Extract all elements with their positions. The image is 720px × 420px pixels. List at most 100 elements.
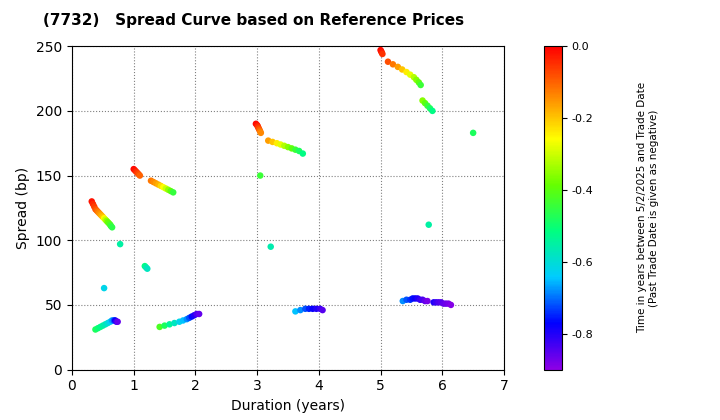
Point [423, 221, 434, 228]
Point [419, 298, 431, 304]
Point [275, 141, 287, 148]
Point [438, 300, 449, 307]
Point [148, 178, 159, 185]
Point [168, 189, 179, 196]
Point [431, 299, 442, 306]
Point [279, 142, 290, 149]
Point [422, 102, 433, 109]
Point [282, 144, 294, 150]
Point [267, 139, 279, 145]
Point [407, 295, 418, 302]
Y-axis label: Spread (bp): Spread (bp) [17, 167, 30, 249]
Point [392, 63, 404, 70]
Point [114, 241, 126, 247]
Point [107, 317, 118, 324]
Point [181, 316, 192, 323]
Point [133, 171, 145, 178]
Point [317, 307, 328, 313]
Point [293, 147, 305, 154]
Point [165, 188, 176, 194]
Point [90, 326, 102, 333]
Point [263, 137, 274, 144]
Point [177, 317, 189, 324]
Point [109, 317, 121, 324]
Point [428, 299, 439, 306]
Point [145, 177, 157, 184]
Point [128, 166, 140, 173]
Point [134, 172, 145, 179]
Point [397, 66, 408, 73]
Point [254, 127, 266, 134]
Point [443, 300, 454, 307]
Point [410, 295, 421, 302]
Point [427, 108, 438, 114]
Point [377, 50, 388, 57]
Point [194, 311, 205, 318]
Point [417, 297, 428, 303]
Point [191, 311, 202, 318]
Point [424, 105, 436, 112]
Point [376, 49, 387, 56]
Point [445, 302, 456, 308]
Point [140, 264, 152, 271]
Point [255, 129, 266, 136]
Point [94, 323, 106, 330]
Point [422, 298, 433, 304]
Point [397, 298, 408, 304]
Point [289, 146, 301, 153]
Point [163, 321, 175, 328]
Point [300, 305, 311, 312]
Point [174, 318, 185, 325]
Point [253, 124, 264, 131]
Point [310, 305, 322, 312]
Point [102, 219, 114, 226]
Point [107, 224, 118, 231]
Point [111, 318, 122, 325]
Point [97, 214, 109, 220]
Point [92, 325, 104, 331]
Point [108, 317, 120, 324]
Point [286, 145, 297, 152]
Point [155, 183, 166, 189]
Point [154, 323, 166, 330]
Point [103, 220, 114, 227]
Point [375, 48, 387, 55]
Point [254, 172, 266, 179]
Point [99, 285, 110, 291]
Point [294, 307, 306, 313]
Point [129, 167, 140, 174]
Point [401, 297, 413, 303]
Point [163, 186, 174, 193]
Point [419, 100, 431, 107]
Point [92, 208, 104, 215]
Point [440, 300, 451, 307]
Point [142, 265, 153, 272]
Point [99, 321, 111, 328]
Point [254, 128, 266, 135]
X-axis label: Duration (years): Duration (years) [231, 399, 345, 413]
Point [253, 126, 265, 132]
Point [413, 79, 425, 86]
Point [101, 218, 112, 224]
Point [401, 69, 413, 76]
Point [168, 320, 180, 326]
Point [102, 320, 114, 326]
Point [315, 305, 326, 312]
Point [417, 97, 428, 104]
Point [382, 58, 394, 65]
Point [433, 299, 444, 306]
Point [89, 203, 100, 210]
Point [158, 184, 169, 191]
Point [189, 312, 200, 319]
Point [99, 216, 111, 223]
Point [250, 121, 261, 127]
Point [112, 318, 123, 325]
Point [414, 297, 426, 303]
Text: (7732)   Spread Curve based on Reference Prices: (7732) Spread Curve based on Reference P… [43, 13, 464, 28]
Point [139, 263, 150, 270]
Point [415, 81, 426, 88]
Point [186, 313, 197, 320]
Point [90, 206, 102, 213]
Point [159, 322, 171, 329]
Point [405, 297, 416, 303]
